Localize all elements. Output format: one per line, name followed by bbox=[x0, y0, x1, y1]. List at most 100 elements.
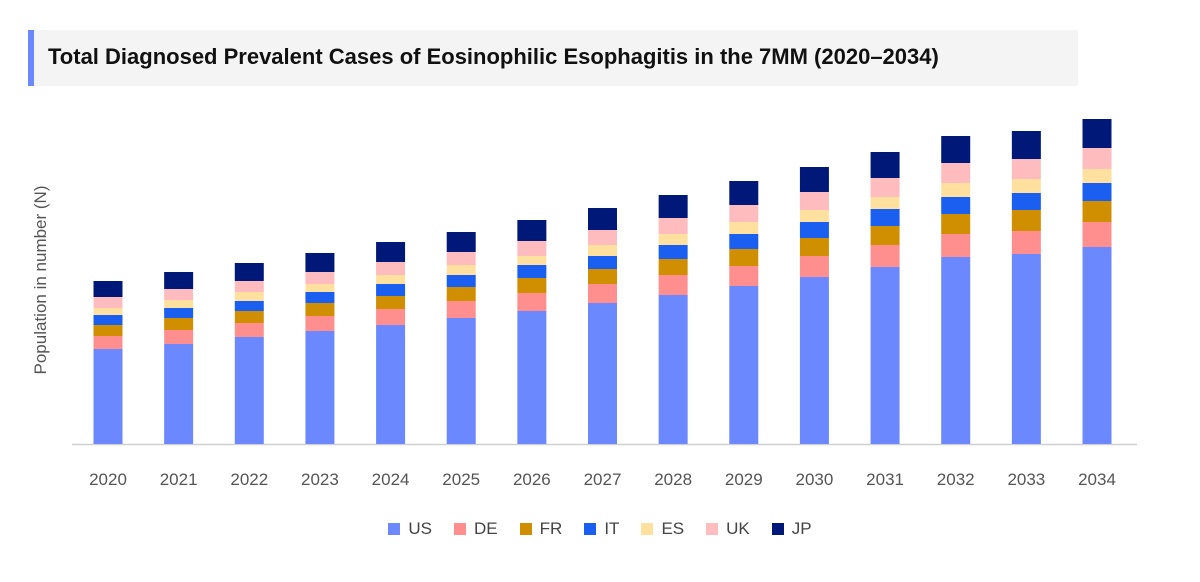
bar-segment-it-2027 bbox=[588, 256, 617, 269]
bar-segment-de-2025 bbox=[446, 301, 476, 318]
title-accent-bar bbox=[28, 30, 34, 86]
x-tick-label: 2028 bbox=[654, 470, 692, 489]
bar-segment-it-2024 bbox=[376, 284, 406, 296]
bar-segment-it-2020 bbox=[93, 315, 123, 325]
bar-segment-us-2024 bbox=[376, 325, 406, 444]
bar-segment-fr-2024 bbox=[376, 296, 406, 309]
bar-segment-jp-2023 bbox=[305, 253, 335, 272]
bar-segment-jp-2025 bbox=[446, 232, 476, 252]
bar-segment-de-2022 bbox=[234, 323, 264, 337]
bar-segment-us-2027 bbox=[588, 303, 617, 444]
bar-segment-us-2034 bbox=[1082, 247, 1112, 444]
bar-segment-it-2025 bbox=[446, 275, 476, 287]
bar-segment-fr-2031 bbox=[870, 226, 900, 245]
x-tick-label: 2023 bbox=[301, 470, 339, 489]
bar-segment-es-2029 bbox=[729, 222, 759, 234]
bar-segment-uk-2025 bbox=[446, 252, 476, 265]
bar-segment-jp-2031 bbox=[870, 152, 900, 178]
bar-segment-es-2032 bbox=[941, 183, 971, 197]
bar-segment-jp-2022 bbox=[234, 263, 264, 281]
bar-segment-it-2029 bbox=[729, 234, 759, 249]
legend-label: UK bbox=[726, 519, 750, 538]
bar-segment-uk-2030 bbox=[799, 192, 829, 210]
bar-segment-fr-2034 bbox=[1082, 201, 1112, 222]
bar-segment-jp-2027 bbox=[588, 208, 617, 230]
bar-segment-it-2031 bbox=[870, 209, 900, 226]
bar-segment-uk-2028 bbox=[658, 218, 688, 234]
bar-segment-fr-2022 bbox=[234, 311, 264, 323]
legend-label: IT bbox=[604, 519, 620, 538]
legend-item-it[interactable]: IT bbox=[584, 519, 619, 539]
legend-item-us[interactable]: US bbox=[388, 519, 432, 539]
bar-segment-jp-2026 bbox=[517, 220, 547, 241]
bar-segment-de-2027 bbox=[588, 284, 617, 303]
bar-segment-de-2034 bbox=[1082, 222, 1112, 247]
bar-segment-es-2025 bbox=[446, 265, 476, 275]
bar-segment-us-2031 bbox=[870, 267, 900, 444]
bar-segment-us-2032 bbox=[941, 257, 971, 444]
x-tick-label: 2031 bbox=[866, 470, 904, 489]
bar-segment-de-2032 bbox=[941, 234, 971, 257]
legend-label: JP bbox=[791, 519, 812, 538]
bar-segment-de-2024 bbox=[376, 309, 406, 325]
bar-segment-es-2034 bbox=[1082, 169, 1112, 183]
bar-segment-es-2026 bbox=[517, 256, 547, 265]
bar-segment-de-2028 bbox=[658, 275, 688, 295]
x-tick-label: 2027 bbox=[584, 470, 622, 489]
bar-segment-uk-2023 bbox=[305, 272, 335, 284]
bar-segment-uk-2032 bbox=[941, 163, 971, 183]
bar-segment-uk-2024 bbox=[376, 262, 406, 275]
bar-segment-fr-2032 bbox=[941, 214, 971, 234]
bar-segment-uk-2033 bbox=[1011, 159, 1041, 179]
legend-swatch bbox=[706, 523, 719, 535]
bar-segment-fr-2025 bbox=[446, 287, 476, 301]
bar-segment-jp-2021 bbox=[164, 272, 194, 289]
x-tick-label: 2033 bbox=[1007, 470, 1045, 489]
bar-segment-uk-2031 bbox=[870, 178, 900, 197]
legend-item-uk[interactable]: UK bbox=[706, 519, 750, 539]
x-tick-label: 2026 bbox=[513, 470, 551, 489]
bar-segment-uk-2026 bbox=[517, 241, 547, 256]
bar-segment-fr-2030 bbox=[799, 238, 829, 256]
bar-segment-it-2021 bbox=[164, 308, 194, 318]
x-tick-label: 2020 bbox=[89, 470, 127, 489]
bar-segment-jp-2033 bbox=[1011, 131, 1041, 159]
bar-segment-us-2033 bbox=[1011, 254, 1041, 444]
legend-item-fr[interactable]: FR bbox=[519, 519, 563, 539]
bar-segment-us-2025 bbox=[446, 318, 476, 444]
x-tick-label: 2029 bbox=[725, 470, 763, 489]
bar-segment-it-2028 bbox=[658, 245, 688, 259]
bar-segment-us-2028 bbox=[658, 295, 688, 444]
chart-title: Total Diagnosed Prevalent Cases of Eosin… bbox=[48, 44, 939, 69]
bar-segment-de-2033 bbox=[1011, 231, 1041, 254]
bar-segment-de-2023 bbox=[305, 316, 335, 331]
bar-segment-de-2031 bbox=[870, 245, 900, 267]
bar-segment-fr-2026 bbox=[517, 278, 547, 293]
bar-segment-es-2033 bbox=[1011, 179, 1041, 193]
legend-swatch bbox=[641, 523, 654, 535]
bar-segment-fr-2020 bbox=[93, 325, 123, 336]
x-tick-label: 2034 bbox=[1078, 470, 1116, 489]
bar-segment-us-2026 bbox=[517, 311, 547, 444]
bar-segment-us-2030 bbox=[799, 277, 829, 444]
bar-segment-uk-2029 bbox=[729, 205, 759, 222]
x-tick-label: 2032 bbox=[937, 470, 975, 489]
legend-item-de[interactable]: DE bbox=[454, 519, 498, 539]
bar-segment-it-2033 bbox=[1011, 193, 1041, 210]
legend-item-jp[interactable]: JP bbox=[771, 519, 812, 539]
bar-segment-fr-2029 bbox=[729, 249, 759, 266]
legend-label: FR bbox=[539, 519, 563, 538]
legend-item-es[interactable]: ES bbox=[641, 519, 684, 539]
bar-segment-us-2021 bbox=[164, 344, 194, 444]
bar-segment-es-2030 bbox=[799, 210, 829, 222]
legend-label: US bbox=[408, 519, 433, 538]
bar-segment-jp-2029 bbox=[729, 181, 759, 205]
x-tick-label: 2025 bbox=[442, 470, 480, 489]
bar-segment-uk-2020 bbox=[93, 297, 123, 308]
bar-segment-uk-2021 bbox=[164, 289, 194, 300]
bar-segment-uk-2022 bbox=[234, 281, 264, 292]
bar-segment-jp-2020 bbox=[93, 281, 123, 297]
bar-segment-es-2031 bbox=[870, 197, 900, 209]
legend-label: ES bbox=[661, 519, 685, 538]
